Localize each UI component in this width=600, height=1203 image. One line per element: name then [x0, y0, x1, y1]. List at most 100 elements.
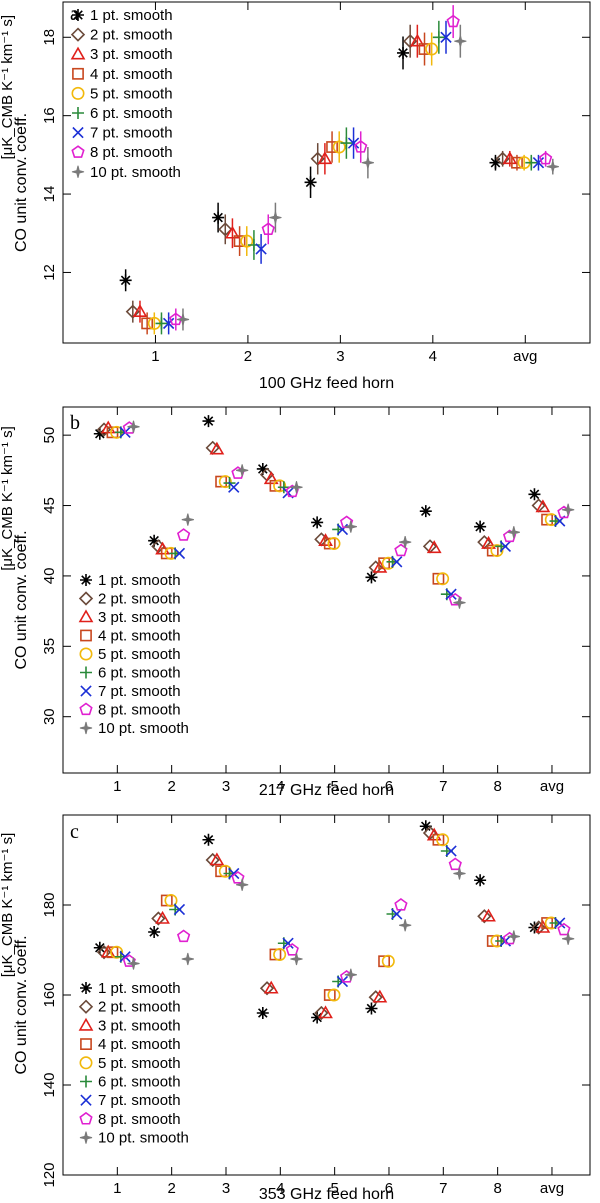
x-tick-label: 2 [244, 348, 252, 365]
legend-marker [79, 1131, 93, 1144]
legend-label: 7 pt. smooth [90, 125, 173, 142]
y-tick-label: 45 [41, 497, 58, 514]
x-tick-label: 3 [222, 778, 230, 795]
legend-label: 3 pt. smooth [90, 46, 173, 63]
series-5 [147, 32, 531, 335]
x-tick-label: avg [513, 348, 537, 365]
series-4 [141, 32, 523, 335]
data-point [106, 946, 119, 959]
data-point [141, 317, 154, 330]
data-point [474, 520, 487, 533]
data-point [209, 441, 225, 455]
data-point [535, 919, 551, 933]
data-point [176, 313, 190, 326]
data-point [486, 544, 499, 557]
data-point [225, 225, 240, 239]
data-point [426, 540, 442, 554]
data-point [347, 137, 360, 149]
data-point [354, 140, 368, 153]
legend-label: 4 pt. smooth [98, 628, 181, 645]
data-point [155, 910, 170, 924]
x-tick-label: 5 [330, 778, 338, 795]
x-tick-label: 3 [336, 348, 344, 365]
y-axis-title: CO unit conv. coeff. [13, 530, 30, 669]
plot-frame [62, 1, 591, 344]
legend-marker [70, 27, 86, 42]
data-point [332, 140, 346, 154]
data-point [323, 537, 336, 550]
y-tick-label: 14 [41, 186, 58, 203]
data-point [327, 988, 341, 1002]
series-1 [119, 36, 502, 292]
data-point [399, 919, 412, 932]
legend-label: 4 pt. smooth [98, 1036, 181, 1053]
series-9 [127, 867, 575, 981]
data-point [368, 990, 383, 1005]
data-point [507, 526, 520, 539]
data-point [525, 156, 538, 169]
legend-marker [79, 721, 93, 735]
series-2 [125, 24, 510, 323]
x-axis-title: 100 GHz feed horn [259, 375, 394, 392]
data-point [340, 137, 353, 150]
y-tick-label: 160 [41, 982, 58, 1007]
data-point [277, 481, 290, 494]
data-point [311, 1011, 324, 1024]
legend-marker [78, 609, 94, 623]
legend-marker [79, 702, 93, 716]
data-point [269, 948, 282, 961]
series-3 [100, 420, 551, 573]
legend-label: 1 pt. smooth [98, 980, 181, 997]
legend-marker [80, 685, 92, 697]
y-tick-label: 120 [41, 1162, 58, 1187]
data-point [557, 922, 571, 936]
data-point [323, 989, 336, 1001]
x-tick-label: 7 [439, 1180, 447, 1197]
data-point [448, 857, 462, 871]
x-tick-label: 4 [276, 778, 284, 795]
data-point [481, 535, 496, 549]
data-point [181, 952, 194, 966]
legend-marker [78, 591, 94, 606]
y-tick-label: 18 [41, 29, 58, 46]
data-point [259, 981, 275, 996]
series-6 [114, 845, 562, 988]
data-point [446, 14, 460, 28]
data-point [453, 596, 466, 609]
data-point [528, 921, 541, 934]
data-point [327, 537, 341, 551]
data-point [218, 475, 232, 489]
x-tick-label: 8 [493, 1180, 501, 1197]
data-point [173, 547, 186, 560]
data-point [477, 909, 492, 924]
series-7 [162, 20, 545, 335]
legend-label: 6 pt. smooth [98, 1074, 181, 1091]
data-point [311, 516, 324, 529]
legend-label: 8 pt. smooth [98, 702, 181, 719]
legend-label: 5 pt. smooth [90, 85, 173, 102]
legend-marker [80, 982, 92, 994]
panel-letter: b [70, 412, 80, 434]
y-tick-label: 12 [41, 264, 58, 281]
legend-marker [80, 629, 92, 642]
data-point [263, 471, 279, 485]
x-tick-label: 4 [276, 1180, 284, 1197]
series-1 [93, 820, 541, 1024]
panel-letter: a [70, 3, 79, 25]
data-point [173, 903, 186, 916]
y-tick-label: 140 [41, 1072, 58, 1097]
data-point [110, 945, 124, 959]
legend-marker [70, 46, 86, 60]
y-axis-title: CO unit conv. coeff. [13, 935, 30, 1074]
legend-marker [80, 574, 92, 586]
data-point [240, 234, 254, 248]
legend-label: 4 pt. smooth [90, 66, 173, 83]
legend-label: 10 pt. smooth [90, 164, 181, 181]
plot-frame [62, 406, 591, 774]
data-point [236, 464, 249, 477]
series-9 [176, 24, 559, 331]
y-tick-label: 180 [41, 892, 58, 917]
